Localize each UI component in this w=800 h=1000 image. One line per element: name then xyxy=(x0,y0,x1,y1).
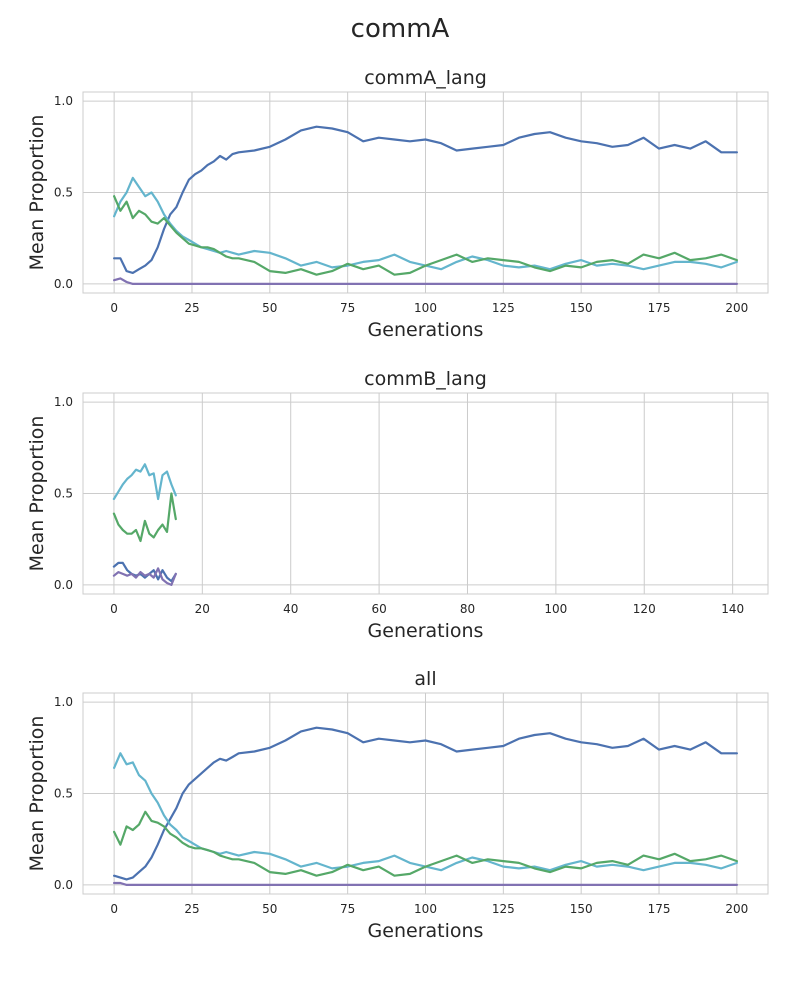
series-line-commB_lang xyxy=(112,463,177,501)
y-tick-label: 0.0 xyxy=(54,878,73,892)
y-axis-label: Mean Proportion xyxy=(26,115,48,271)
series-line-other xyxy=(112,492,177,543)
x-tick-label: 75 xyxy=(340,301,355,315)
x-tick-label: 25 xyxy=(184,902,199,916)
y-tick-label: 0.0 xyxy=(54,578,73,592)
x-axis-label: Generations xyxy=(368,319,484,341)
x-tick-label: 0 xyxy=(110,902,118,916)
x-tick-label: 175 xyxy=(648,902,671,916)
y-axis-label: Mean Proportion xyxy=(26,716,48,872)
x-tick-label: 100 xyxy=(544,602,567,616)
x-tick-label: 25 xyxy=(184,301,199,315)
y-axis-label: Mean Proportion xyxy=(26,416,48,572)
y-tick-label: 0.5 xyxy=(54,487,73,501)
x-tick-label: 40 xyxy=(283,602,298,616)
x-tick-label: 0 xyxy=(110,301,118,315)
x-tick-label: 200 xyxy=(725,902,748,916)
x-axis-label: Generations xyxy=(368,620,484,642)
y-tick-label: 1.0 xyxy=(54,94,73,108)
x-tick-label: 75 xyxy=(340,902,355,916)
x-tick-label: 50 xyxy=(262,902,277,916)
x-tick-label: 200 xyxy=(725,301,748,315)
x-tick-label: 60 xyxy=(371,602,386,616)
y-tick-label: 1.0 xyxy=(54,695,73,709)
x-tick-label: 20 xyxy=(195,602,210,616)
chart-panel-0: 0 25 50 75 100 125 150 175 200 0.0 0.5 1.0 commA_lan… xyxy=(26,67,769,341)
y-tick-label: 0.0 xyxy=(54,277,73,291)
x-tick-label: 150 xyxy=(570,301,593,315)
x-tick-label: 100 xyxy=(414,301,437,315)
x-tick-label: 80 xyxy=(460,602,475,616)
x-tick-label: 125 xyxy=(492,301,515,315)
chart-title: all xyxy=(414,668,436,690)
x-axis-label: Generations xyxy=(368,920,484,942)
series-line-none xyxy=(112,567,177,586)
y-tick-label: 0.5 xyxy=(54,787,73,801)
x-tick-label: 50 xyxy=(262,301,277,315)
series-line-none xyxy=(113,881,738,886)
chart-title: commB_lang xyxy=(364,368,487,390)
chart-title: commA_lang xyxy=(364,67,487,89)
x-tick-label: 125 xyxy=(492,902,515,916)
y-tick-label: 1.0 xyxy=(54,395,73,409)
x-tick-label: 0 xyxy=(110,602,118,616)
x-tick-label: 175 xyxy=(648,301,671,315)
series-line-commB_lang xyxy=(113,752,738,872)
chart-panel-1: 0 20 40 60 80 100 120 140 0.0 0.5 1.0 commB_lang Gen… xyxy=(26,368,769,642)
figure-title: commA xyxy=(350,14,450,44)
series-line-none xyxy=(113,277,738,285)
series-line-commB_lang xyxy=(113,176,738,271)
x-tick-label: 150 xyxy=(570,902,593,916)
series-line-other xyxy=(113,195,738,276)
series-line-other xyxy=(113,810,738,877)
x-tick-label: 140 xyxy=(721,602,744,616)
x-tick-label: 120 xyxy=(633,602,656,616)
x-tick-label: 100 xyxy=(414,902,437,916)
y-tick-label: 0.5 xyxy=(54,186,73,200)
chart-panel-2: 0 25 50 75 100 125 150 175 200 0.0 0.5 1.0 all Genera… xyxy=(26,668,769,942)
series-line-commA_lang xyxy=(112,561,177,583)
